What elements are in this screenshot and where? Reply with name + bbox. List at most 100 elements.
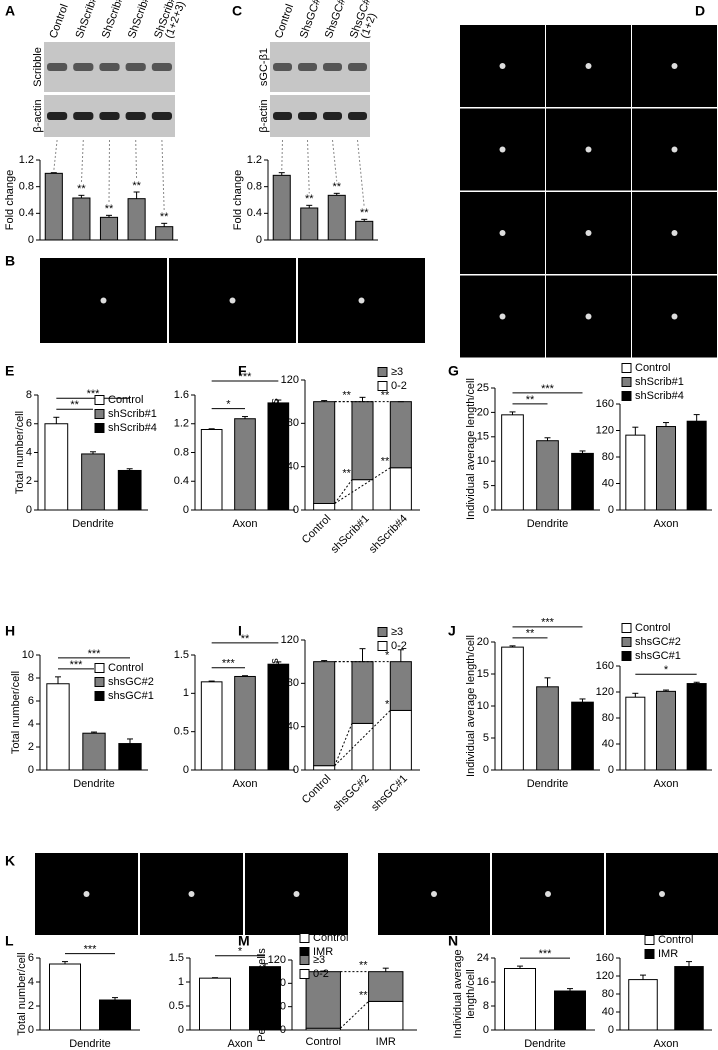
y-tick-label: 4 (28, 718, 34, 730)
significance-label: *** (539, 948, 553, 960)
y-tick-label: 160 (596, 952, 614, 964)
bar (625, 434, 646, 511)
bar-segment (313, 661, 336, 767)
significance-label: ** (526, 628, 535, 640)
bar (44, 172, 63, 241)
x-category-label: Dendrite (527, 778, 569, 790)
band (125, 63, 146, 71)
bar (49, 963, 81, 1031)
y-axis-label: Individual average (452, 949, 464, 1038)
legend-swatch (299, 933, 310, 943)
band (348, 112, 367, 120)
y-tick-label: 120 (281, 634, 299, 646)
bar (46, 683, 70, 771)
cell-body (659, 891, 665, 897)
bar (686, 420, 707, 511)
connector (334, 479, 353, 504)
y-tick-label: 40 (602, 738, 614, 750)
y-tick-label: 160 (596, 398, 614, 410)
y-tick-label: 0 (183, 764, 189, 776)
micrograph-label: MAP2 (549, 111, 577, 122)
significance-label: ** (381, 456, 390, 468)
y-tick-label: 0.4 (174, 475, 189, 487)
bar (628, 979, 658, 1031)
y-tick-label: 20 (477, 636, 489, 648)
bar (117, 469, 142, 511)
y-tick-label: 120 (268, 954, 286, 966)
lane-guide (108, 139, 110, 204)
legend-swatch (299, 969, 310, 979)
band (323, 112, 342, 120)
significance-label: *** (222, 658, 236, 670)
y-axis-label: Individual average length/cell (465, 378, 477, 520)
y-tick-label: 0 (608, 764, 614, 776)
legend-label: ≥3 (391, 366, 403, 378)
panel-letter: N (448, 933, 458, 949)
y-tick-label: 0 (28, 234, 34, 246)
band (151, 63, 172, 71)
y-tick-label: 1 (178, 976, 184, 988)
lane-label: ShScrib#3 (126, 0, 155, 40)
significance-label: ** (70, 399, 79, 411)
lane-label: ShScrib#1 (74, 0, 103, 40)
y-tick-label: 0 (483, 1024, 489, 1036)
y-tick-label: 5 (483, 480, 489, 492)
bar (536, 440, 559, 511)
cell-body (229, 297, 236, 304)
significance-label: * (226, 398, 231, 410)
legend-swatch (94, 395, 105, 405)
cell-body (83, 891, 90, 897)
legend-label: Control (658, 934, 693, 946)
lane-guide (281, 139, 283, 171)
y-tick-label: 1 (183, 687, 189, 699)
significance-label: ** (132, 180, 141, 192)
cell-body (585, 230, 592, 236)
micrograph-label: shScrib#4 (43, 261, 88, 272)
y-tick-label: 80 (287, 677, 299, 689)
bar-segment (389, 661, 412, 711)
x-category-label: Control (306, 1036, 341, 1048)
bar-segment (389, 401, 412, 469)
significance-label: ** (332, 181, 341, 193)
y-tick-label: 10 (477, 455, 489, 467)
y-tick-label: 4 (28, 976, 34, 988)
band (125, 112, 146, 120)
legend-label: shsGC#1 (108, 690, 154, 702)
significance-label: ** (342, 468, 351, 480)
micrograph-label: shsGC#1 (463, 278, 505, 289)
y-tick-label: 6 (28, 952, 34, 964)
y-tick-label: 0.8 (247, 181, 262, 193)
panel-letter: J (448, 623, 456, 639)
panel-letter: M (238, 933, 250, 949)
micrograph-label: IMR (381, 856, 399, 867)
legend-swatch (621, 623, 632, 633)
significance-label: *** (541, 617, 555, 629)
y-tick-label: 10 (477, 700, 489, 712)
band (273, 63, 292, 71)
y-tick-label: 40 (287, 461, 299, 473)
micrograph-label: MAP2 (549, 278, 577, 289)
band (73, 112, 94, 120)
cell-body (293, 891, 300, 897)
legend-label: shsGC#1 (635, 650, 681, 662)
significance-label: ** (360, 207, 369, 219)
bar (127, 198, 146, 241)
micrograph-label: Smi-312 (609, 856, 647, 867)
micrograph-group: Control MAP2 Smi-312 shScrib#1 MAP2 Smi-312 sh… (460, 25, 717, 358)
y-tick-label: 0 (293, 504, 299, 516)
band (99, 63, 120, 71)
y-tick-label: 0.5 (169, 1000, 184, 1012)
bar (82, 732, 106, 771)
legend-swatch (94, 409, 105, 419)
blot-row-label: Scribble (32, 47, 44, 87)
panel-letter: D (695, 3, 705, 19)
band (323, 63, 342, 71)
bar (118, 743, 142, 771)
cell-body (585, 313, 592, 320)
connector (334, 710, 391, 767)
y-tick-label: 0 (483, 764, 489, 776)
panel-letter: L (5, 933, 14, 949)
x-category-label: Dendrite (73, 778, 115, 790)
x-category-label: shScrib#4 (367, 513, 410, 556)
blot-row-label: sGC-β1 (258, 48, 270, 86)
